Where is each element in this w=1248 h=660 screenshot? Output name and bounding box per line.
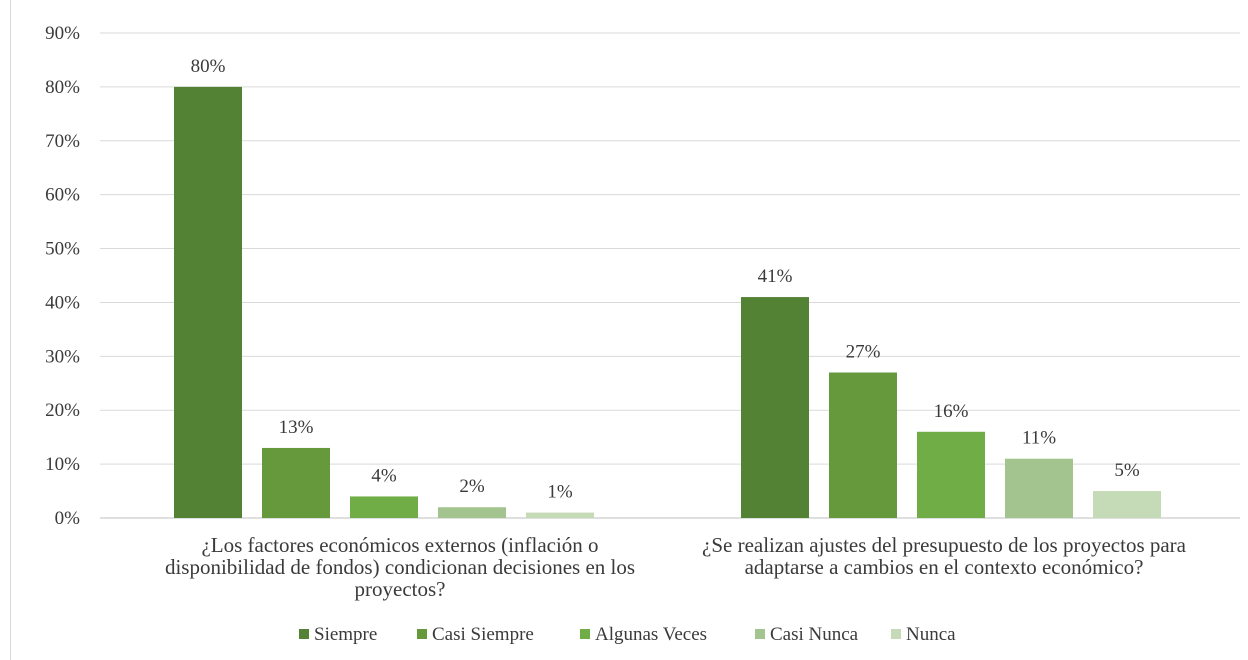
legend-label: Nunca	[906, 624, 956, 645]
bar-nunca	[1093, 491, 1161, 518]
bar-siempre	[174, 86, 242, 518]
category-label: proyectos?	[355, 577, 446, 601]
bar-casi-nunca	[1005, 458, 1073, 518]
legend-swatch	[580, 629, 590, 639]
data-label: 80%	[191, 56, 226, 77]
y-axis-ticks: 0% 10% 20% 30% 40% 50% 60% 70% 80% 90%	[45, 23, 80, 529]
category-label: disponibilidad de fondos) condicionan de…	[165, 555, 635, 579]
bar-algunas-veces	[350, 496, 418, 518]
legend-swatch	[417, 629, 427, 639]
legend-label: Algunas Veces	[595, 624, 707, 645]
y-tick-label: 0%	[55, 508, 81, 529]
data-label: 5%	[1114, 460, 1140, 481]
category-label: ¿Se realizan ajustes del presupuesto de …	[702, 533, 1187, 557]
data-labels: 80% 41% 13% 27% 4% 16% 2% 11% 1% 5%	[191, 56, 1140, 503]
category-label: ¿Los factores económicos externos (infla…	[201, 533, 598, 557]
y-tick-label: 60%	[45, 185, 80, 206]
category-labels: ¿Los factores económicos externos (infla…	[165, 533, 1187, 601]
y-tick-label: 30%	[45, 346, 80, 367]
data-label: 13%	[279, 417, 314, 438]
chart-frame-line	[10, 0, 11, 660]
y-tick-label: 80%	[45, 77, 80, 98]
legend-label: Casi Siempre	[432, 624, 534, 645]
bar-casi-siempre	[829, 372, 897, 518]
bar-siempre	[741, 297, 809, 518]
data-label: 1%	[547, 482, 573, 503]
data-label: 11%	[1022, 428, 1056, 449]
legend-swatch	[755, 629, 765, 639]
y-tick-label: 90%	[45, 23, 80, 44]
data-label: 16%	[934, 401, 969, 422]
legend-swatch	[891, 629, 901, 639]
bar-nunca	[526, 512, 594, 518]
bar-casi-nunca	[438, 507, 506, 518]
legend-swatch	[299, 629, 309, 639]
category-label: adaptarse a cambios en el contexto econó…	[745, 555, 1144, 579]
data-label: 41%	[758, 266, 793, 287]
data-label: 2%	[459, 476, 485, 497]
data-label: 27%	[846, 342, 881, 363]
y-tick-label: 10%	[45, 454, 80, 475]
bars	[174, 86, 1161, 518]
legend-label: Casi Nunca	[770, 624, 859, 645]
data-label: 4%	[371, 465, 397, 486]
bar-algunas-veces	[917, 431, 985, 518]
legend-label: Siempre	[314, 624, 377, 645]
gridlines	[100, 32, 1240, 519]
bar-casi-siempre	[262, 447, 330, 518]
legend: Siempre Casi Siempre Algunas Veces Casi Nun…	[299, 624, 956, 645]
y-tick-label: 70%	[45, 131, 80, 152]
y-tick-label: 50%	[45, 239, 80, 260]
y-tick-label: 20%	[45, 400, 80, 421]
y-tick-label: 40%	[45, 292, 80, 313]
